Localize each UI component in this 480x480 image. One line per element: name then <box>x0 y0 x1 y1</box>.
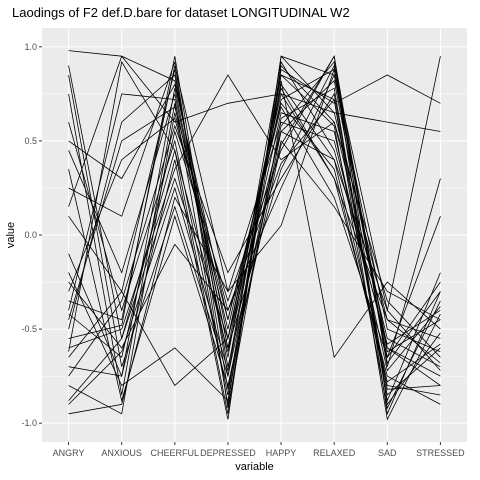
x-tick-label: HAPPY <box>266 448 297 458</box>
x-tick-label: RELAXED <box>313 448 356 458</box>
series-line <box>68 87 441 378</box>
x-axis: ANGRY ANXIOUS CHEERFUL DEPRESSED HAPPY RELAXE… <box>53 442 465 458</box>
x-tick-label: ANGRY <box>53 448 85 458</box>
x-tick-label: DEPRESSED <box>200 448 256 458</box>
series-line <box>68 92 441 390</box>
x-tick-label: CHEERFUL <box>151 448 200 458</box>
y-tick-label: 1.0 <box>24 42 37 52</box>
series-line <box>68 61 441 409</box>
x-tick-label: ANXIOUS <box>101 448 142 458</box>
x-tick-label: STRESSED <box>416 448 465 458</box>
series-line <box>68 98 441 421</box>
series-line <box>68 74 441 367</box>
series-layer <box>68 50 441 421</box>
series-line <box>68 55 441 414</box>
x-axis-title: variable <box>235 461 274 473</box>
series-line <box>68 68 441 396</box>
y-tick-label: 0.0 <box>24 230 37 240</box>
series-line <box>68 60 441 378</box>
series-line <box>68 55 441 403</box>
series-line <box>68 55 441 207</box>
y-axis-title: value <box>5 222 17 248</box>
x-tick-label: SAD <box>378 448 397 458</box>
y-tick-label: 0.5 <box>24 136 37 146</box>
chart-title: Laodings of F2 def.D.bare for dataset LO… <box>12 5 350 20</box>
y-tick-label: -1.0 <box>21 418 37 428</box>
series-line <box>68 65 441 371</box>
y-tick-label: -0.5 <box>21 324 37 334</box>
series-line <box>68 83 441 359</box>
series-line <box>68 74 441 410</box>
y-axis: 1.0 0.5 0.0 -0.5 -1.0 <box>21 42 42 428</box>
series-line <box>68 80 441 402</box>
